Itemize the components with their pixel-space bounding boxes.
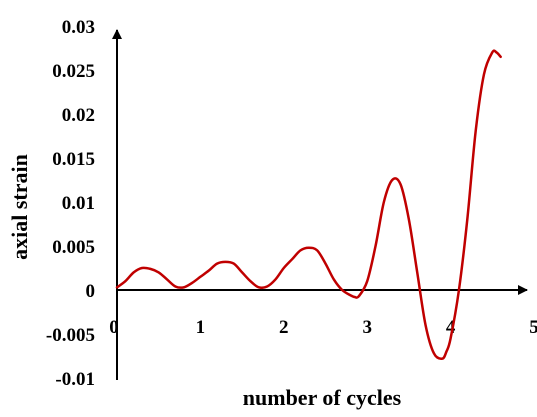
y-tick-label: -0.005 (46, 325, 95, 346)
x-tick-label: 3 (362, 317, 372, 338)
x-tick-label: 0 (109, 317, 119, 338)
y-tick-label: 0.02 (62, 105, 95, 126)
y-tick-label: 0.015 (52, 149, 95, 170)
y-tick-label: -0.01 (55, 369, 95, 390)
x-axis-title: number of cycles (243, 385, 402, 410)
x-tick-label: 5 (529, 317, 537, 338)
x-tick-label: 4 (446, 317, 456, 338)
y-tick-label: 0.03 (62, 17, 95, 38)
y-tick-label: 0.005 (52, 237, 95, 258)
y-axis-title: axial strain (7, 154, 32, 260)
y-tick-label: 0.025 (52, 61, 95, 82)
series-line-axial-strain (115, 49, 502, 360)
y-tick-label: 0.01 (62, 193, 95, 214)
x-tick-label: 2 (279, 317, 289, 338)
y-tick-label: 0 (86, 281, 96, 302)
x-tick-label: 1 (196, 317, 206, 338)
